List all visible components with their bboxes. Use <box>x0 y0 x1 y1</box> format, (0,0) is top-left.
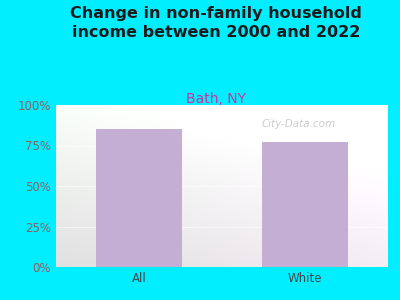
Text: City-Data.com: City-Data.com <box>261 119 336 129</box>
Bar <box>96 129 182 267</box>
Text: Change in non-family household
income between 2000 and 2022: Change in non-family household income be… <box>70 6 362 40</box>
Text: Bath, NY: Bath, NY <box>186 92 246 106</box>
Bar <box>262 142 348 267</box>
